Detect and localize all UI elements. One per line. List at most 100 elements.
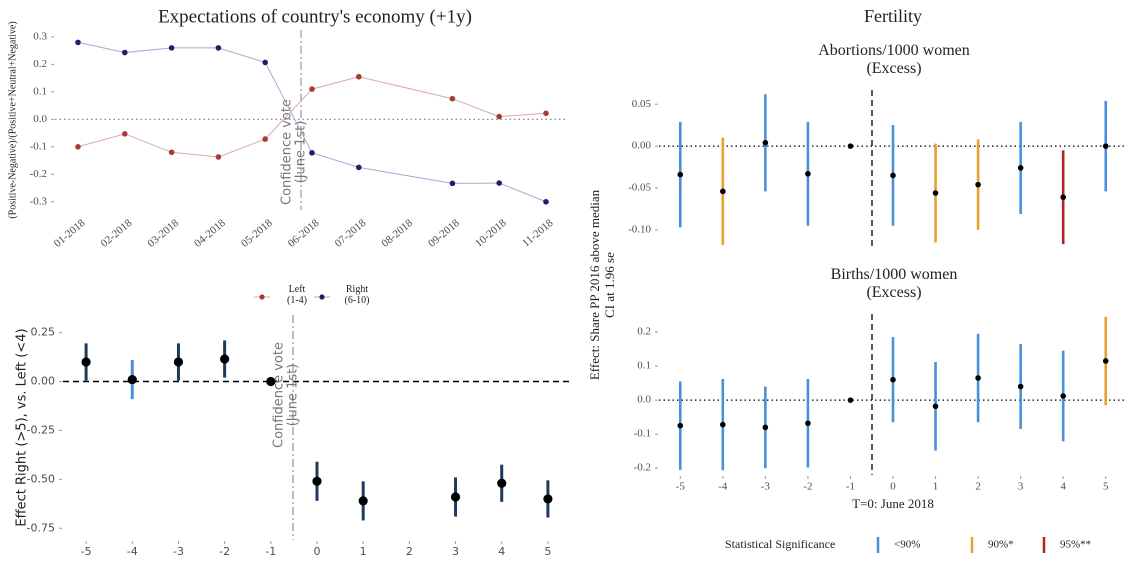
x-tick-label: 10-2018 [473, 217, 509, 250]
x-tick-label: 2 [975, 481, 981, 493]
legend-label-box: Left (1-4) [287, 284, 307, 306]
point [215, 154, 222, 160]
point [1102, 358, 1109, 364]
point [262, 59, 269, 66]
y-tick-label: 0.25 [31, 326, 56, 339]
point [720, 421, 726, 428]
y-axis-label: (Positive-Negative)/(Positive+Neutral+Ne… [7, 21, 18, 218]
point [215, 45, 222, 51]
point [262, 136, 269, 142]
y-tick-label: -0.2 [30, 168, 47, 180]
y-tick-label: 0.2 [33, 58, 47, 70]
legend-label: 95%** [1060, 539, 1091, 551]
x-tick-label: -5 [676, 481, 686, 493]
x-tick-label: -4 [718, 481, 728, 493]
y-axis-label: Effect Right (>5), vs. Left (<4) [15, 328, 30, 526]
point [890, 172, 896, 179]
point [805, 420, 811, 427]
x-tick-label: 0 [890, 481, 896, 493]
x-tick-label: 3 [1018, 481, 1024, 493]
y-tick-label: 0.1 [637, 360, 651, 372]
y-axis-label: Effect: Share PP 2016 above median [587, 189, 602, 380]
x-tick-label: 02-2018 [99, 217, 135, 250]
chart-title: Expectations of country's economy (+1y) [158, 6, 472, 27]
x-tick-label: 11-2018 [520, 217, 556, 250]
point [805, 170, 811, 177]
panel-subtitle-box: Births/1000 women (Excess) [830, 266, 958, 301]
x-tick-label: -5 [81, 545, 92, 558]
annotation: (June 1st) [294, 121, 309, 184]
x-tick-label: 09-2018 [426, 217, 462, 250]
legend-label: 90%* [988, 539, 1014, 551]
point [932, 190, 939, 196]
point [122, 49, 128, 56]
legend-marker [319, 294, 325, 300]
point [309, 150, 315, 156]
point [1060, 194, 1066, 201]
y-tick-label: 0.0 [637, 394, 651, 406]
x-tick-label: 5 [1103, 481, 1109, 493]
legend-label: <90% [894, 539, 920, 551]
x-tick-label: 08-2018 [379, 217, 415, 250]
point [173, 357, 184, 367]
x-tick-label: 03-2018 [145, 217, 181, 250]
point [543, 110, 549, 117]
point [543, 198, 549, 205]
point [1102, 143, 1109, 149]
point [449, 180, 456, 187]
point [356, 73, 362, 80]
y-tick-label: 0.00 [632, 140, 652, 152]
y-tick-label: 0.1 [33, 85, 47, 97]
point [127, 374, 137, 385]
y-tick-label: -0.1 [30, 140, 47, 152]
legend-title: Statistical Significance [725, 537, 835, 551]
y-tick-label: 0.3 [33, 30, 47, 42]
y-tick-label: 0.2 [637, 326, 651, 338]
x-tick-label: 2 [406, 545, 413, 558]
y-tick-label: -0.05 [628, 182, 651, 194]
x-tick-label: -2 [803, 481, 812, 493]
x-tick-label: 01-2018 [52, 217, 88, 250]
x-tick-label: -3 [761, 481, 771, 493]
point [449, 95, 456, 102]
x-tick-label: 1 [360, 545, 367, 558]
panel-subtitle: Births/1000 women (Excess) [830, 266, 958, 301]
annotation: Confidence vote [280, 99, 295, 205]
y-axis-label: CI at 1.96 se [602, 252, 617, 318]
point [220, 354, 230, 364]
point [543, 494, 553, 504]
point [762, 424, 769, 431]
series-line [77, 41, 547, 203]
x-tick-label: 06-2018 [286, 217, 322, 250]
x-tick-label: 5 [544, 545, 551, 558]
x-tick-label: 05-2018 [239, 217, 275, 250]
legend-label: Left (1-4) [287, 284, 307, 306]
point [356, 164, 362, 171]
point [168, 45, 175, 51]
series-line [77, 76, 547, 158]
point [75, 143, 81, 150]
chart-title: Fertility [864, 6, 922, 26]
legend-marker [259, 294, 265, 300]
point [266, 376, 276, 387]
y-tick-label: -0.1 [634, 428, 651, 440]
point [1060, 393, 1066, 399]
y-tick-label: 0.05 [632, 98, 652, 110]
point [762, 139, 769, 146]
legend-label-box: Right (6-10) [345, 284, 370, 306]
point [358, 496, 368, 506]
point [496, 113, 503, 120]
point [168, 149, 175, 156]
x-tick-label: -4 [127, 545, 138, 558]
point [450, 492, 461, 502]
point [497, 478, 507, 488]
point [122, 131, 128, 137]
y-tick-label: -0.25 [27, 423, 55, 436]
point [1017, 165, 1024, 171]
x-tick-label: 3 [452, 545, 459, 558]
panel-subtitle: Abortions/1000 women (Excess) [818, 42, 970, 77]
point [975, 181, 981, 188]
panel-subtitle-box: Abortions/1000 women (Excess) [818, 42, 970, 77]
point [496, 180, 503, 186]
